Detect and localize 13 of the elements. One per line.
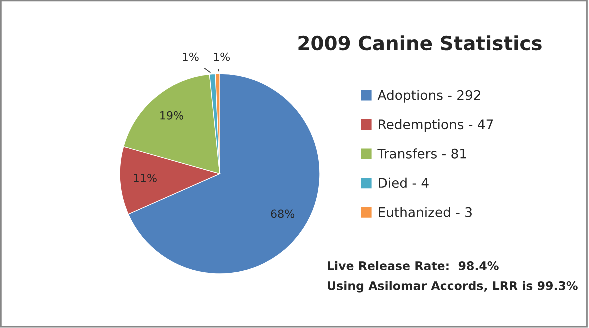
chart-title: 2009 Canine Statistics (298, 36, 542, 51)
text: Using Asilomar Accords, LRR is 99.3% (328, 281, 578, 293)
legend-label: Adoptions - 292 (378, 90, 480, 103)
legend-label: Euthanized - 3 (379, 207, 472, 218)
legend-label: Died - 4 (379, 178, 429, 188)
data-label: 19% (160, 111, 184, 120)
data-label: 1% (183, 52, 199, 62)
legend-label: Transfers - 81 (378, 148, 466, 159)
text: Live Release Rate: 98.4% (328, 261, 499, 270)
data-label: 1% (214, 52, 230, 62)
data-label: 68% (271, 210, 295, 218)
legend-label: Redemptions - 47 (379, 119, 494, 132)
data-label: 11% (134, 174, 157, 182)
